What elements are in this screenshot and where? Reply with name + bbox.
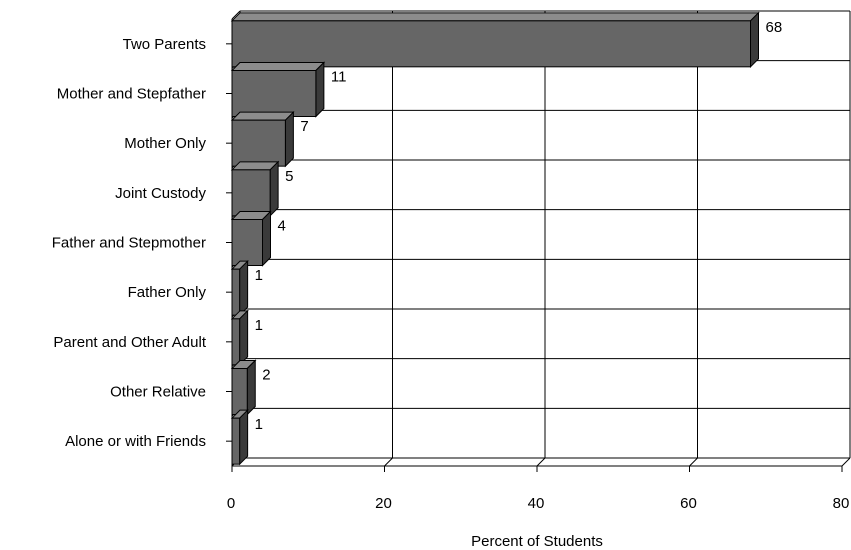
bar-side xyxy=(269,160,279,218)
category-label: Two Parents xyxy=(123,36,206,53)
category-label: Father Only xyxy=(128,284,207,301)
data-label: 11 xyxy=(331,69,347,86)
category-label: Parent and Other Adult xyxy=(53,334,206,351)
data-label: 1 xyxy=(255,317,263,334)
bar xyxy=(231,219,263,266)
x-axis-ticks: 0 20 40 60 80 xyxy=(227,495,850,512)
bar xyxy=(231,417,241,465)
bar-side xyxy=(239,309,249,367)
category-label: Joint Custody xyxy=(115,185,206,202)
bar-side xyxy=(239,259,249,317)
bar-side xyxy=(750,11,759,69)
bar-side xyxy=(246,359,256,416)
data-label: 5 xyxy=(285,168,293,185)
floor-gridline xyxy=(536,457,546,467)
bar-side xyxy=(315,61,325,118)
bar xyxy=(231,318,241,366)
bar-side xyxy=(284,110,294,168)
category-label: Father and Stepmother xyxy=(52,235,206,252)
plot-frame xyxy=(231,10,851,467)
bar xyxy=(231,169,271,217)
floor-gridline xyxy=(384,457,393,467)
floor-right-edge xyxy=(841,457,851,467)
x-tick-label: 80 xyxy=(833,495,850,512)
data-label: 68 xyxy=(766,19,783,36)
data-label: 1 xyxy=(255,416,263,433)
category-labels: Two Parents Mother and Stepfather Mother O… xyxy=(52,36,207,450)
bar xyxy=(231,70,317,117)
x-axis-title: Percent of Students xyxy=(471,533,603,550)
bar-top xyxy=(230,12,760,22)
bar-side xyxy=(239,408,249,466)
left-wall-top xyxy=(231,10,241,20)
bar-top xyxy=(230,62,326,71)
bar xyxy=(231,20,751,68)
bar xyxy=(231,368,248,415)
bar-top xyxy=(230,111,295,121)
x-tick-label: 40 xyxy=(528,495,545,512)
floor-gridline xyxy=(689,457,698,467)
data-label: 1 xyxy=(255,267,263,284)
data-label: 4 xyxy=(278,218,286,235)
category-label: Mother and Stepfather xyxy=(57,86,206,103)
x-tick-label: 0 xyxy=(227,495,235,512)
category-label: Alone or with Friends xyxy=(65,433,206,450)
category-label: Mother Only xyxy=(124,135,206,152)
bar xyxy=(231,119,286,167)
data-label: 7 xyxy=(300,118,308,135)
bars xyxy=(230,11,760,466)
x-tick-label: 20 xyxy=(375,495,392,512)
x-tick-label: 60 xyxy=(680,495,697,512)
category-label: Other Relative xyxy=(110,384,206,401)
data-label: 2 xyxy=(262,367,270,384)
bar-side xyxy=(262,210,271,267)
bar xyxy=(231,268,241,316)
